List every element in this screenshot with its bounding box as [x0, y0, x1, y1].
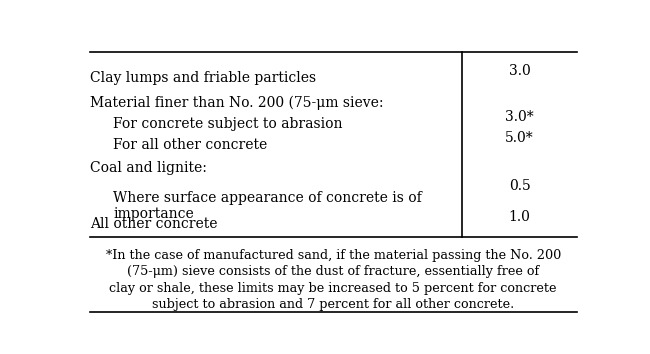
Text: 1.0: 1.0: [508, 211, 530, 224]
Text: All other concrete: All other concrete: [90, 217, 218, 232]
Text: *In the case of manufactured sand, if the material passing the No. 200: *In the case of manufactured sand, if th…: [105, 249, 561, 262]
Text: subject to abrasion and 7 percent for all other concrete.: subject to abrasion and 7 percent for al…: [152, 298, 514, 311]
Text: 0.5: 0.5: [509, 178, 530, 193]
Text: For concrete subject to abrasion: For concrete subject to abrasion: [113, 118, 343, 131]
Text: 5.0*: 5.0*: [505, 131, 534, 145]
Text: 3.0*: 3.0*: [505, 110, 534, 125]
Text: Where surface appearance of concrete is of
importance: Where surface appearance of concrete is …: [113, 191, 422, 221]
Text: Material finer than No. 200 (75-μm sieve:: Material finer than No. 200 (75-μm sieve…: [90, 96, 384, 110]
Text: clay or shale, these limits may be increased to 5 percent for concrete: clay or shale, these limits may be incre…: [109, 282, 557, 295]
Text: Coal and lignite:: Coal and lignite:: [90, 161, 207, 175]
Text: 3.0: 3.0: [509, 64, 530, 78]
Text: (75-μm) sieve consists of the dust of fracture, essentially free of: (75-μm) sieve consists of the dust of fr…: [127, 266, 540, 279]
Text: For all other concrete: For all other concrete: [113, 138, 267, 153]
Text: Clay lumps and friable particles: Clay lumps and friable particles: [90, 71, 317, 85]
